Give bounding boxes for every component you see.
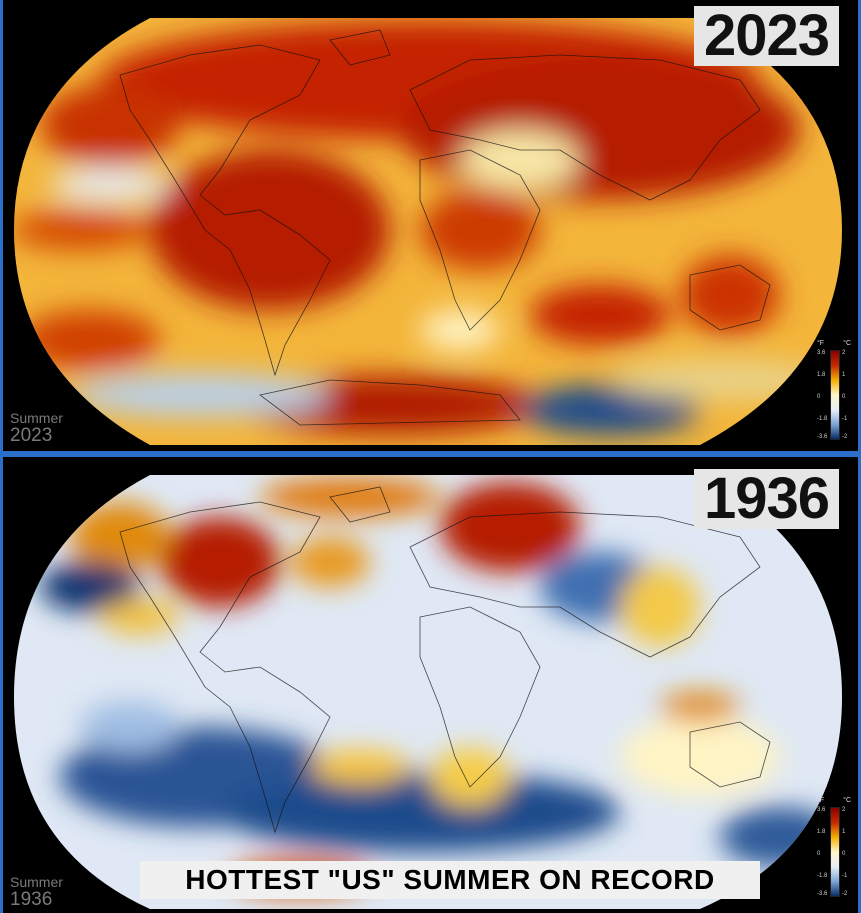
tick-c: 1: [842, 829, 846, 835]
summer-label: Summer: [10, 410, 63, 426]
unit-fahrenheit: °F: [817, 797, 825, 804]
tick-c: 2: [842, 350, 846, 356]
frame-border-left: [0, 457, 3, 913]
summer-year-label: Summer 1936: [10, 874, 63, 910]
color-scale-bar: [830, 350, 840, 440]
color-scale-legend: °F °C 3.6 1.8 0 -1.8 -3.6 2 1 0 -1 -2: [817, 797, 851, 897]
unit-celsius: °C: [843, 797, 851, 804]
tick-f: 1.8: [817, 829, 826, 835]
tick-c: 1: [842, 372, 846, 378]
tick-c: 0: [842, 851, 846, 857]
frame-border-right: [858, 0, 861, 451]
color-scale-legend: °F °C 3.6 1.8 0 -1.8 -3.6 2 1 0 -1 -2: [817, 340, 851, 440]
summer-year-label: Summer 2023: [10, 410, 63, 446]
tick-f: -1.8: [817, 416, 828, 422]
caption-banner: HOTTEST "US" SUMMER ON RECORD: [140, 861, 760, 899]
frame-border-left: [0, 0, 3, 451]
unit-fahrenheit: °F: [817, 340, 825, 347]
panel-divider: [0, 451, 861, 457]
temperature-anomaly-map-1936: [14, 475, 842, 909]
tick-c: -1: [842, 873, 848, 879]
frame-border-right: [858, 457, 861, 913]
year-label: 1936: [10, 889, 53, 910]
year-label: 2023: [10, 425, 53, 446]
year-badge: 1936: [693, 469, 839, 529]
tick-f: -3.6: [817, 434, 828, 440]
tick-f: 3.6: [817, 350, 826, 356]
unit-celsius: °C: [843, 340, 851, 347]
year-badge: 2023: [693, 6, 839, 66]
tick-f: 3.6: [817, 807, 826, 813]
tick-c: -1: [842, 416, 848, 422]
tick-c: 2: [842, 807, 846, 813]
tick-f: 0: [817, 394, 821, 400]
tick-f: -3.6: [817, 891, 828, 897]
tick-f: 0: [817, 851, 821, 857]
color-scale-bar: [830, 807, 840, 897]
temperature-anomaly-map-2023: [14, 18, 842, 445]
tick-c: -2: [842, 434, 848, 440]
tick-c: 0: [842, 394, 846, 400]
map-panel-1936: 1936 Summer 1936 °F °C 3.6 1.8 0 -1.8 -3.…: [0, 457, 861, 913]
tick-f: -1.8: [817, 873, 828, 879]
tick-c: -2: [842, 891, 848, 897]
map-panel-2023: 2023 Summer 2023 °F °C 3.6 1.8 0 -1.8 -3.…: [0, 0, 861, 451]
tick-f: 1.8: [817, 372, 826, 378]
summer-label: Summer: [10, 874, 63, 890]
